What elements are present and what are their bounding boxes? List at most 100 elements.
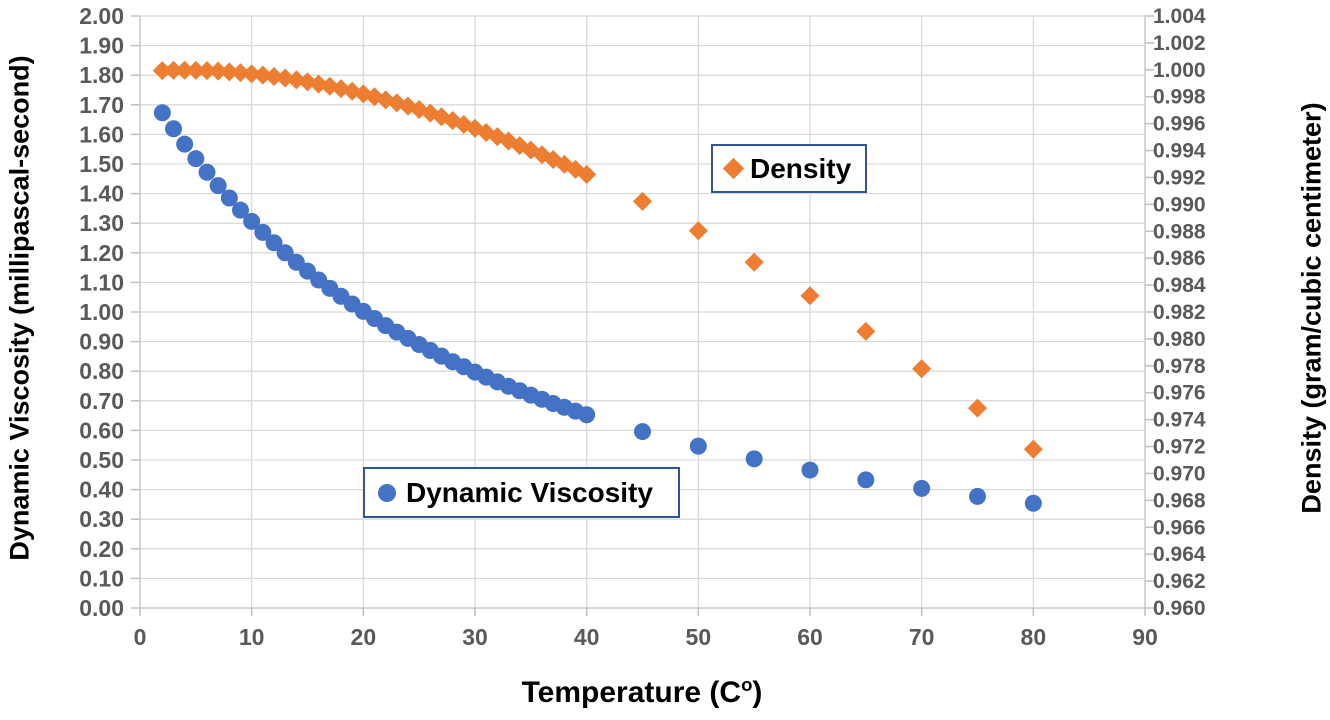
density-data-point [253, 65, 273, 85]
density-data-point [231, 63, 250, 83]
density-data-point [186, 60, 206, 80]
density-data-point [577, 164, 597, 184]
legend-viscosity-label: Dynamic Viscosity [406, 476, 653, 508]
x-tick-label: 0 [134, 624, 147, 650]
density-data-point [264, 67, 284, 87]
y-left-tick-label: 1.70 [79, 92, 124, 118]
y-right-tick-label: 0.986 [1153, 247, 1206, 270]
viscosity-data-point [209, 177, 227, 195]
y-left-tick-label: 1.50 [79, 151, 124, 177]
x-tick-label: 20 [351, 624, 377, 650]
density-data-point [856, 321, 876, 341]
density-data-point [744, 252, 764, 272]
density-diamond-icon [722, 157, 745, 180]
y-left-tick-label: 2.00 [79, 3, 124, 29]
y-left-tick-label: 0.50 [79, 447, 124, 473]
y-left-tick-label: 1.80 [79, 62, 124, 88]
x-tick-label: 60 [797, 624, 823, 650]
y-right-tick-label: 0.962 [1153, 570, 1206, 593]
viscosity-data-point [243, 212, 261, 230]
y-right-tick-label: 0.980 [1153, 328, 1206, 351]
viscosity-data-point [689, 437, 707, 455]
y-right-tick-label: 0.976 [1153, 382, 1206, 405]
y-right-tick-label: 1.002 [1153, 32, 1206, 55]
density-data-point [164, 60, 183, 80]
viscosity-circle-icon [378, 483, 396, 502]
y-axis-title-left: Dynamic Viscosity (millipascal-second) [4, 55, 35, 561]
viscosity-data-point [265, 234, 283, 252]
y-right-tick-label: 0.966 [1153, 516, 1206, 539]
viscosity-data-point [254, 223, 272, 241]
y-left-tick-label: 1.00 [79, 299, 124, 325]
y-left-tick-label: 1.40 [79, 181, 124, 207]
y-left-tick-label: 1.60 [79, 121, 124, 147]
density-data-point [912, 359, 932, 379]
y-right-tick-label: 0.964 [1153, 543, 1206, 566]
x-tick-label: 30 [462, 624, 488, 650]
y-right-tick-label: 0.994 [1153, 140, 1206, 163]
x-tick-label: 40 [574, 624, 600, 650]
y-left-tick-label: 0.00 [79, 595, 124, 621]
y-left-tick-label: 0.10 [79, 565, 124, 591]
density-data-point [208, 61, 228, 81]
y-left-tick-label: 0.60 [79, 417, 124, 443]
y-right-tick-label: 0.984 [1153, 274, 1206, 297]
viscosity-data-point [857, 471, 875, 489]
x-tick-label: 50 [686, 624, 712, 650]
y-left-tick-label: 0.90 [79, 329, 124, 355]
density-data-point [800, 286, 820, 306]
y-axis-title-right: Density (gram/cubic centimeter) [1296, 102, 1327, 514]
y-right-tick-label: 0.988 [1153, 220, 1206, 243]
density-data-point [197, 61, 217, 81]
y-left-tick-label: 1.90 [79, 33, 124, 59]
density-data-point [633, 191, 652, 211]
y-right-tick-label: 0.996 [1153, 113, 1206, 136]
viscosity-data-point [578, 406, 596, 424]
y-right-tick-label: 1.004 [1153, 5, 1206, 28]
y-right-tick-label: 0.960 [1153, 597, 1206, 620]
y-right-tick-label: 0.990 [1153, 193, 1206, 216]
density-data-point [152, 61, 172, 81]
viscosity-data-point [1024, 494, 1042, 512]
legend-density: Density [711, 144, 867, 193]
y-left-tick-label: 1.10 [79, 269, 124, 295]
y-left-tick-label: 1.20 [79, 240, 124, 266]
density-data-point [175, 60, 195, 80]
y-left-tick-label: 0.40 [79, 477, 124, 503]
y-left-tick-label: 0.20 [79, 536, 124, 562]
density-data-point [968, 398, 987, 418]
y-left-tick-label: 0.30 [79, 506, 124, 532]
y-right-tick-label: 1.000 [1153, 59, 1206, 82]
y-right-tick-label: 0.998 [1153, 86, 1206, 109]
legend-viscosity: Dynamic Viscosity [363, 467, 680, 518]
x-tick-label: 90 [1132, 624, 1158, 650]
y-right-tick-label: 0.970 [1153, 462, 1206, 485]
x-tick-label: 70 [909, 624, 935, 650]
viscosity-data-point [232, 201, 249, 219]
viscosity-data-point [187, 150, 205, 168]
x-axis-title-close: ) [752, 676, 763, 709]
density-data-point [443, 111, 463, 131]
x-axis-title-text: Temperature (C [521, 676, 742, 709]
y-right-tick-label: 0.978 [1153, 355, 1206, 378]
y-left-tick-label: 0.80 [79, 358, 124, 384]
viscosity-data-point [220, 189, 238, 207]
density-data-point [219, 62, 239, 82]
x-axis-title-superscript: o [741, 674, 753, 695]
viscosity-data-point [153, 104, 171, 122]
viscosity-data-point [634, 423, 651, 441]
viscosity-data-point [176, 135, 194, 153]
y-right-tick-label: 0.972 [1153, 436, 1206, 459]
y-right-tick-label: 0.968 [1153, 489, 1206, 512]
y-right-tick-label: 0.982 [1153, 301, 1206, 324]
x-axis-title: Temperature (Co) [522, 674, 763, 710]
viscosity-data-point [801, 461, 819, 479]
y-right-tick-label: 0.992 [1153, 166, 1206, 189]
x-tick-label: 80 [1021, 624, 1047, 650]
y-right-tick-label: 0.974 [1153, 409, 1206, 432]
viscosity-data-point [276, 244, 294, 262]
density-data-point [688, 221, 708, 241]
density-data-point [242, 64, 262, 84]
x-tick-label: 10 [239, 624, 265, 650]
